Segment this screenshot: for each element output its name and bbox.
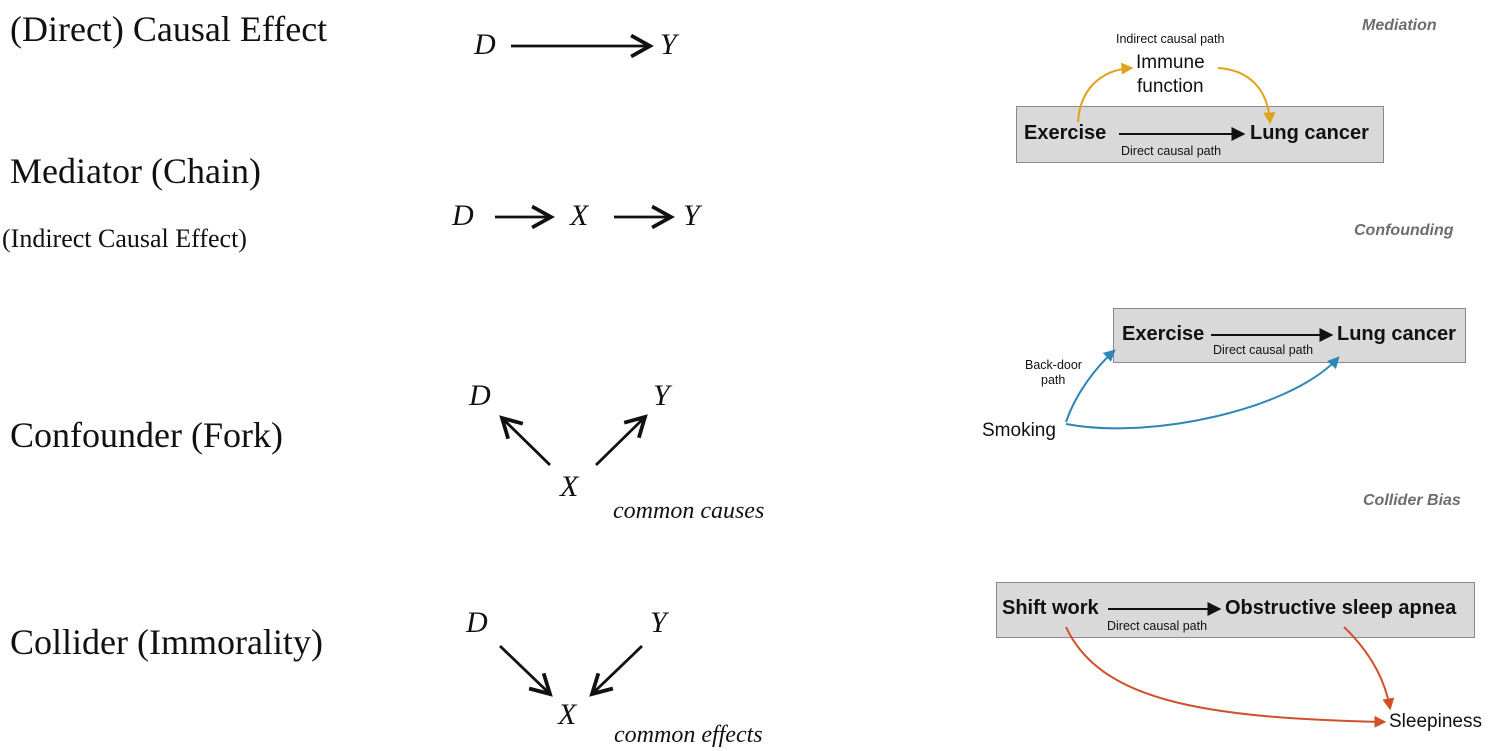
backdoor-label-line2: path — [1041, 373, 1066, 387]
fork-var-y: Y — [653, 379, 670, 412]
fork-var-d: D — [469, 379, 491, 412]
fork-var-x: X — [560, 470, 579, 503]
indirect-path-label: Indirect causal path — [1116, 32, 1225, 46]
chain-var-x: X — [570, 199, 589, 232]
collider-title: Collider (Immorality) — [10, 622, 323, 662]
collider-arrow-1 — [1065, 626, 1387, 728]
collider-exposure: Shift work — [1002, 597, 1099, 619]
mediator-title: Mediator (Chain) — [10, 151, 261, 191]
mediation-outcome: Lung cancer — [1250, 122, 1369, 144]
collider-var-x: X — [558, 698, 577, 731]
collider-direct-label: Direct causal path — [1107, 619, 1208, 633]
fork-x-to-d-arrow — [499, 415, 551, 467]
fork-x-to-y-arrow — [595, 414, 648, 467]
mediator-subtitle: (Indirect Causal Effect) — [2, 224, 247, 253]
confounding-backdoor-arrow-2 — [1065, 356, 1340, 430]
common-effects-note: common effects — [614, 722, 763, 748]
immune-node-line1: Immune — [1136, 52, 1205, 73]
sleepiness-node: Sleepiness — [1389, 711, 1482, 732]
collider-var-d: D — [466, 606, 488, 639]
mediation-heading: Mediation — [1362, 17, 1437, 34]
collider-heading: Collider Bias — [1363, 492, 1461, 509]
confounding-outcome: Lung cancer — [1337, 323, 1456, 345]
chain-var-y: Y — [683, 199, 700, 232]
smoking-node: Smoking — [982, 420, 1056, 441]
collider-arrow-2 — [1343, 626, 1395, 711]
confounding-direct-label: Direct causal path — [1213, 343, 1314, 357]
confounder-title: Confounder (Fork) — [10, 415, 283, 455]
immune-node-line2: function — [1137, 76, 1204, 97]
confounding-exposure: Exercise — [1122, 323, 1205, 345]
collider-d-to-x-arrow — [499, 644, 553, 697]
direct-effect-title: (Direct) Causal Effect — [10, 9, 328, 49]
direct-var-y: Y — [660, 28, 677, 61]
backdoor-label-line1: Back-door — [1025, 358, 1082, 372]
collider-y-to-x-arrow — [589, 644, 643, 697]
direct-var-d: D — [474, 28, 496, 61]
chain-var-d: D — [452, 199, 474, 232]
mediation-direct-label: Direct causal path — [1121, 144, 1222, 158]
collider-outcome: Obstructive sleep apnea — [1225, 597, 1457, 619]
collider-var-y: Y — [650, 606, 667, 639]
confounding-heading: Confounding — [1354, 222, 1454, 239]
common-causes-note: common causes — [613, 498, 765, 524]
mediation-exposure: Exercise — [1024, 122, 1107, 144]
